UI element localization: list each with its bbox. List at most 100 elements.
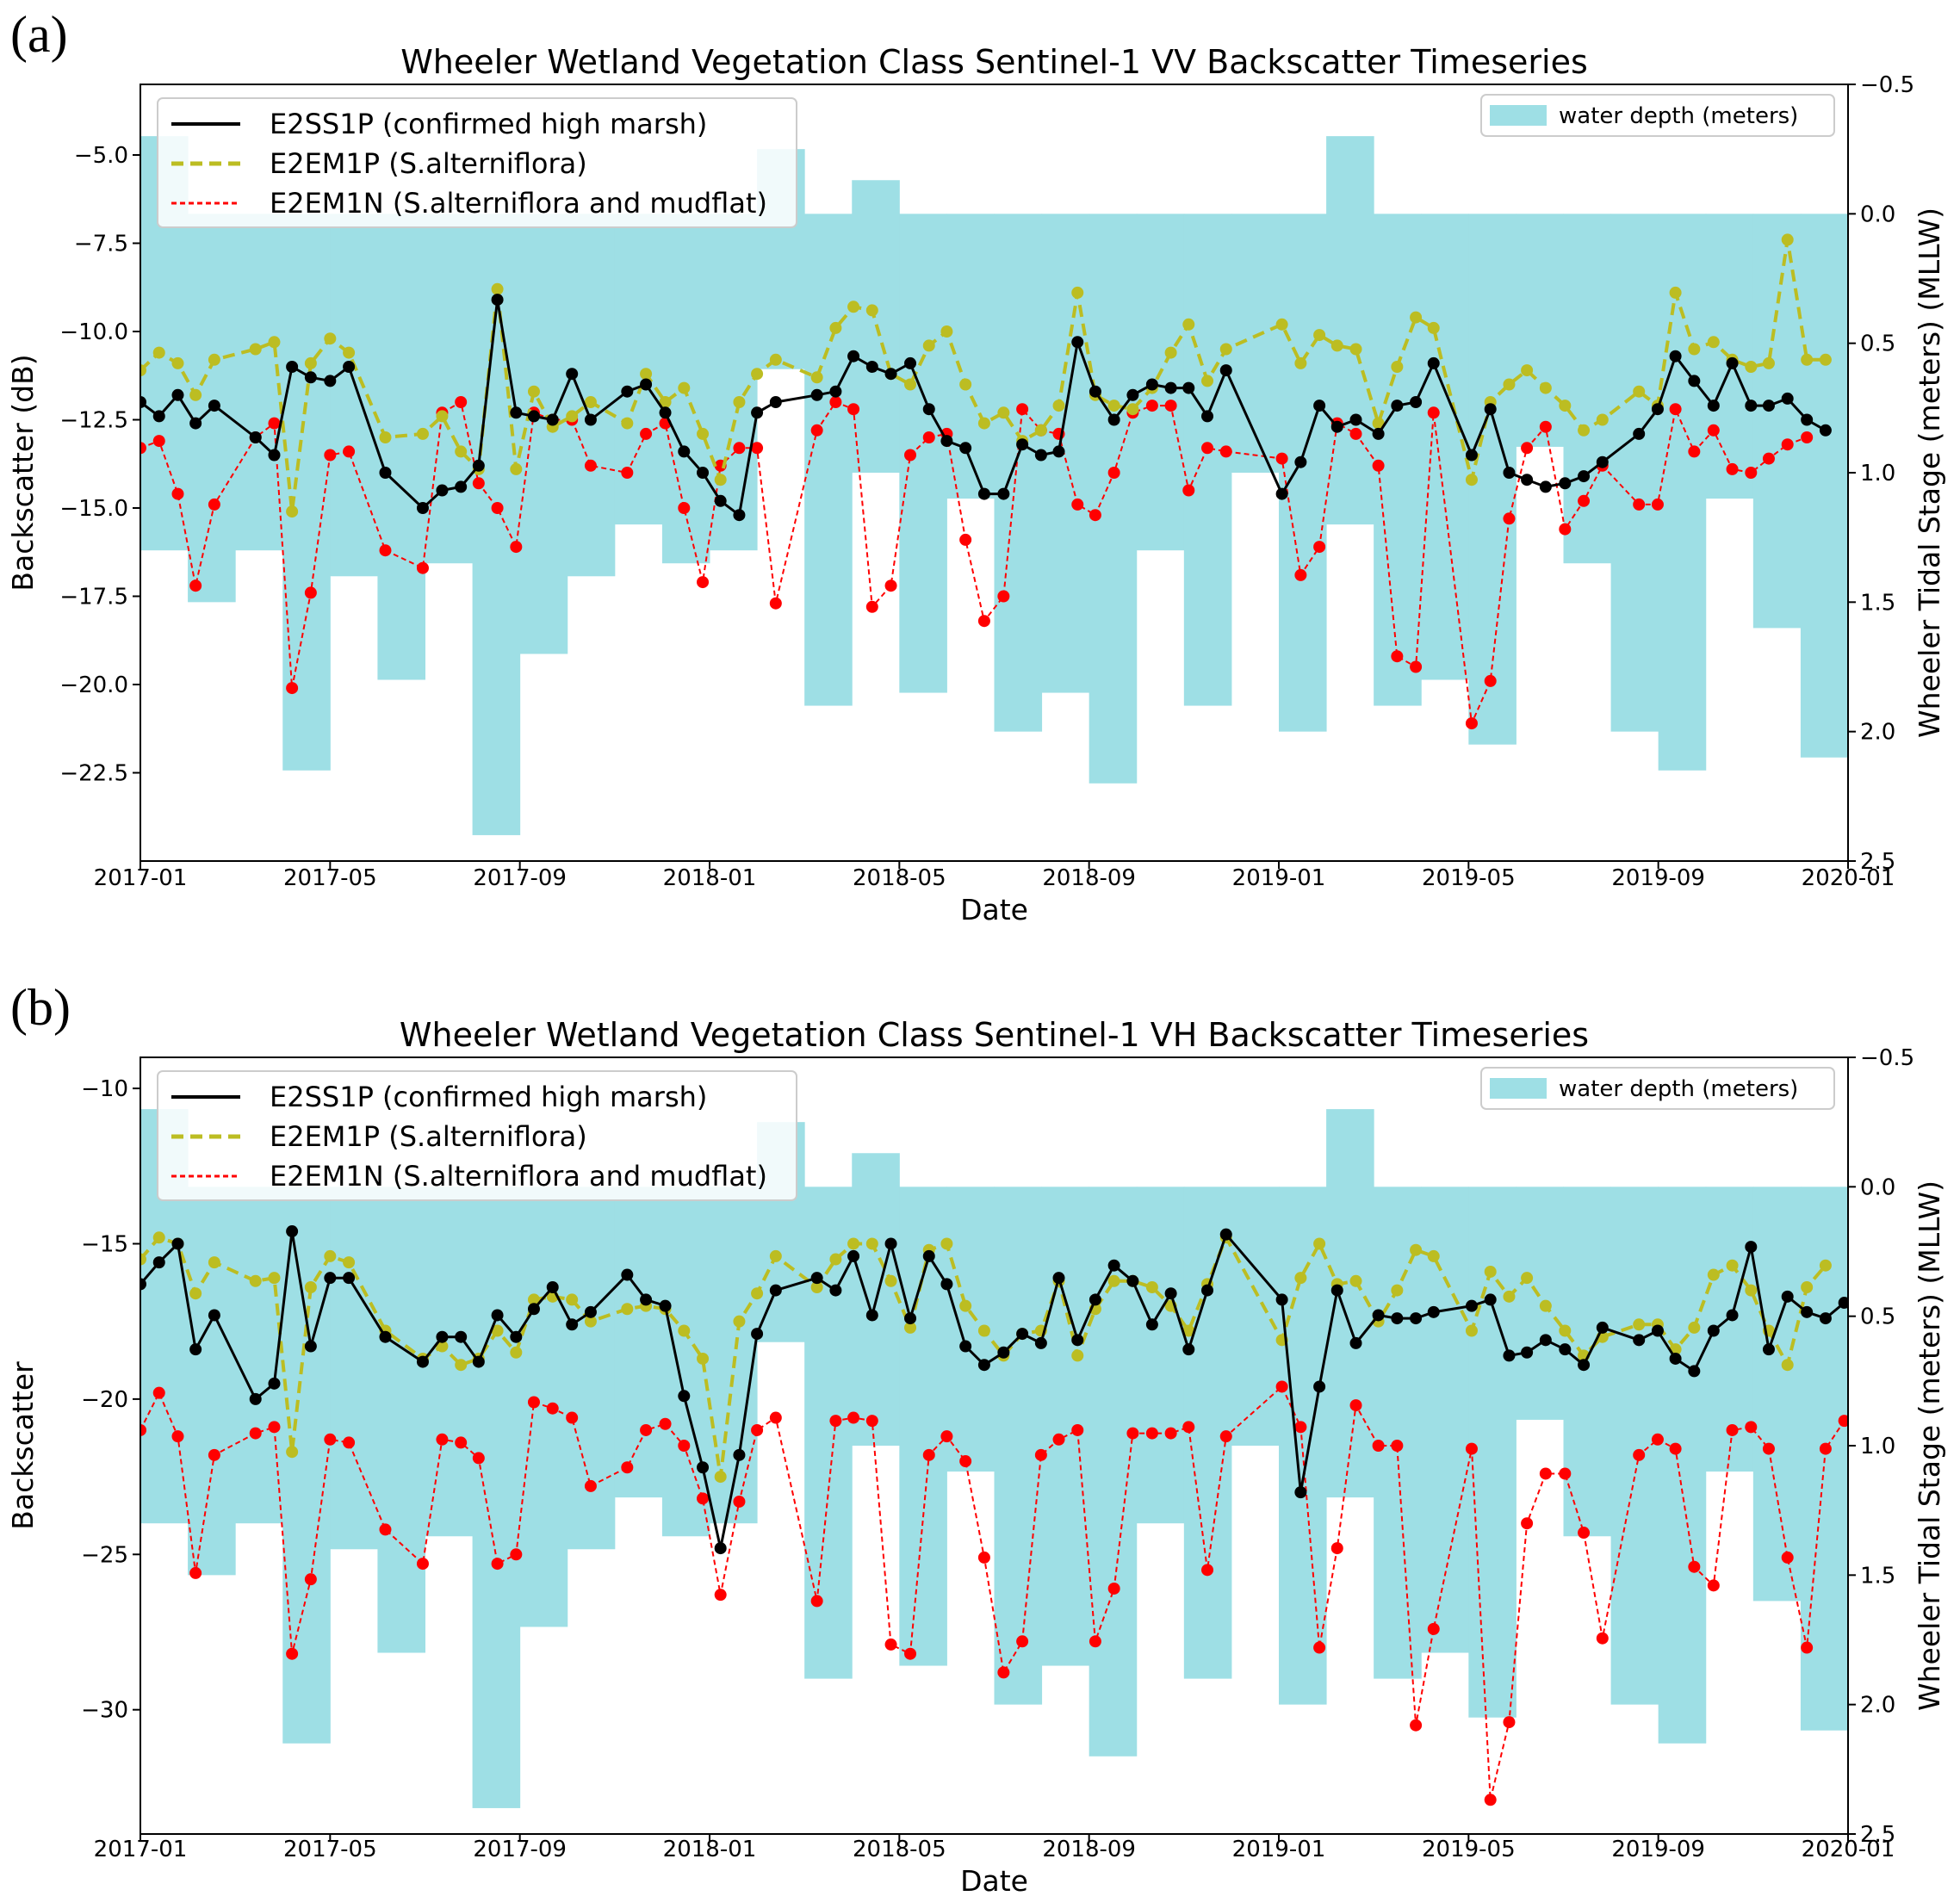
data-point <box>697 1352 710 1365</box>
data-point <box>829 321 842 334</box>
data-point <box>1219 343 1232 356</box>
data-point <box>1781 1551 1794 1564</box>
data-point <box>566 410 579 423</box>
data-point <box>1313 1641 1326 1654</box>
data-point <box>455 445 468 458</box>
y-right-tick-label: 2.5 <box>1860 849 1895 875</box>
data-point <box>510 1346 523 1359</box>
data-point <box>1391 361 1404 373</box>
data-point <box>1688 343 1701 356</box>
data-point <box>697 1492 710 1505</box>
data-point <box>1391 1440 1404 1452</box>
data-point <box>152 1231 165 1244</box>
chart-title: Wheeler Wetland Vegetation Class Sentine… <box>400 1016 1589 1054</box>
data-point <box>959 1455 972 1468</box>
data-point <box>1349 343 1362 356</box>
data-point <box>1107 1274 1120 1287</box>
water-depth-bar <box>1279 214 1327 732</box>
water-depth-bar <box>804 1187 853 1679</box>
data-point <box>733 442 746 455</box>
x-axis-label: Date <box>960 1864 1028 1896</box>
y-tick-label: −15 <box>81 1231 128 1257</box>
data-point <box>865 304 878 317</box>
x-tick-label: 2019-09 <box>1611 1837 1705 1862</box>
data-point <box>940 325 953 338</box>
data-point <box>343 361 356 373</box>
y-tick-label: −7.5 <box>74 232 128 257</box>
data-point <box>510 541 523 554</box>
data-point <box>1089 509 1101 522</box>
series-line <box>140 298 1827 517</box>
data-point <box>904 449 917 462</box>
data-point <box>697 576 710 589</box>
data-point <box>1745 400 1758 412</box>
data-point <box>1578 1359 1591 1372</box>
water-depth-bar <box>899 1187 947 1666</box>
data-point <box>697 1461 710 1474</box>
data-point <box>140 1253 146 1266</box>
y-right-tick-label: −0.5 <box>1860 72 1914 98</box>
data-point <box>865 361 878 373</box>
legend-box <box>157 1070 797 1201</box>
x-axis-label: Date <box>960 893 1028 926</box>
data-point <box>1164 1287 1177 1300</box>
data-point <box>733 1448 746 1461</box>
series-e2em1n <box>140 396 1814 730</box>
data-point <box>1669 350 1682 362</box>
x-tick-label: 2019-05 <box>1422 865 1516 891</box>
data-point <box>1484 1794 1497 1806</box>
data-point <box>472 1355 485 1368</box>
data-point <box>1164 400 1177 412</box>
data-point <box>678 1390 691 1403</box>
data-point <box>455 396 468 408</box>
legend-water-label: water depth (meters) <box>1559 103 1798 129</box>
data-point <box>1313 329 1326 342</box>
data-point <box>1559 477 1572 490</box>
data-point <box>1427 1622 1440 1635</box>
data-point <box>659 396 672 408</box>
data-point <box>1539 1467 1552 1480</box>
data-point <box>997 590 1010 603</box>
series-line <box>140 1236 1827 1479</box>
data-point <box>304 1280 317 1293</box>
x-tick-label: 2018-05 <box>853 1837 946 1862</box>
data-point <box>1669 1352 1682 1365</box>
data-point <box>1707 424 1720 437</box>
data-point <box>1521 1346 1534 1359</box>
data-point <box>714 474 727 486</box>
data-point <box>1052 1272 1065 1285</box>
data-point <box>659 1299 672 1312</box>
data-point <box>1313 1380 1326 1393</box>
y-axis-right: −0.5 0.0 0.5 1.0 1.5 2.0 2.5 <box>1848 1045 1914 1848</box>
data-point <box>268 417 281 430</box>
data-point <box>1819 1312 1832 1325</box>
data-point <box>1275 452 1288 465</box>
legend: E2SS1P (confirmed high marsh) E2EM1P (S.a… <box>157 1070 797 1201</box>
data-point <box>1126 388 1139 401</box>
water-depth-bar <box>994 214 1043 732</box>
data-point <box>268 449 281 462</box>
data-point <box>324 332 337 345</box>
data-point <box>1521 474 1534 486</box>
data-point <box>751 1423 764 1436</box>
data-point <box>678 1440 691 1452</box>
data-point <box>714 1471 727 1484</box>
data-point <box>1313 400 1326 412</box>
data-point <box>286 505 299 518</box>
water-depth-bar <box>1610 214 1659 732</box>
data-point <box>1726 1423 1739 1436</box>
data-point <box>436 1340 449 1353</box>
y-right-tick-label: 1.0 <box>1860 1434 1895 1459</box>
data-point <box>769 1284 782 1297</box>
data-point <box>847 403 860 416</box>
data-point <box>1801 353 1814 366</box>
water-depth-bar <box>1800 214 1848 758</box>
data-point <box>1559 400 1572 412</box>
data-point <box>249 343 262 356</box>
data-point <box>343 1256 356 1269</box>
data-point <box>1539 1299 1552 1312</box>
data-point <box>1819 424 1832 437</box>
data-point <box>810 1595 823 1608</box>
data-point <box>416 427 429 440</box>
water-depth-bar <box>994 1187 1043 1705</box>
